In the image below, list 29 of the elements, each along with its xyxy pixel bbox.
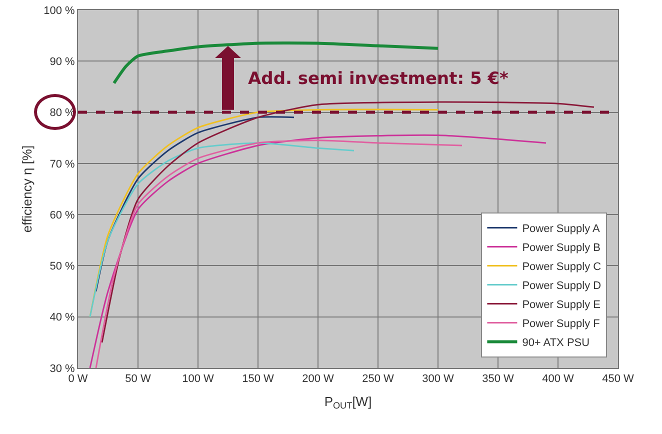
x-tick-label: 0 W — [68, 373, 88, 386]
x-tick-label: 100 W — [182, 373, 215, 386]
y-tick-label: 70 % — [50, 158, 76, 170]
y-tick-label: 90 % — [50, 56, 76, 68]
y-axis-title: efficiency η [%] — [20, 145, 35, 233]
legend-label: Power Supply F — [522, 318, 600, 330]
legend-label: Power Supply D — [522, 280, 602, 292]
y-tick-label: 50 % — [50, 260, 76, 273]
x-tick-label: 150 W — [242, 373, 275, 386]
x-tick-label: 50 W — [125, 373, 152, 386]
x-tick-label: 300 W — [422, 373, 455, 386]
x-axis-title: P$_{OUT}$[W] — [324, 394, 372, 411]
y-tick-label: 40 % — [50, 312, 76, 324]
legend-label: Power Supply B — [522, 242, 600, 254]
legend-label: 90+ ATX PSU — [522, 337, 590, 350]
y-tick-label: 60 % — [50, 209, 76, 222]
y-tick-label: 30 % — [50, 362, 76, 375]
x-tick-label: 400 W — [542, 373, 575, 386]
x-tick-label: 250 W — [362, 373, 395, 386]
x-tick-label: 200 W — [302, 373, 335, 386]
y-tick-label: 100 % — [44, 4, 76, 17]
x-tick-label: 350 W — [482, 373, 515, 386]
x-tick-label: 450 W — [602, 373, 635, 386]
line-series — [89, 142, 355, 318]
legend-label: Power Supply A — [522, 223, 601, 236]
legend-label: Power Supply C — [522, 261, 602, 274]
line-series — [95, 140, 463, 368]
legend-label: Power Supply E — [522, 299, 600, 312]
line-series — [95, 116, 295, 292]
